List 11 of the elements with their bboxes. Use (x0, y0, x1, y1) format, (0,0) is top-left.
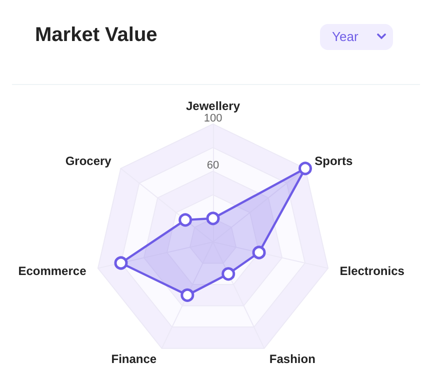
chart-title: Market Value (35, 24, 158, 47)
spoke-label: Ecommerce (18, 264, 87, 278)
spoke-label: Electronics (340, 264, 405, 278)
y-tick-label: 100 (204, 112, 222, 124)
y-tick-label: 60 (206, 160, 220, 172)
spoke-label: Jewellery (186, 99, 240, 113)
spoke-label: Finance (111, 352, 157, 366)
spoke-label: Fashion (269, 352, 316, 366)
year-dropdown: Year (320, 24, 393, 50)
spoke-label: Sports (314, 154, 353, 168)
spoke-label: Grocery (65, 154, 112, 168)
